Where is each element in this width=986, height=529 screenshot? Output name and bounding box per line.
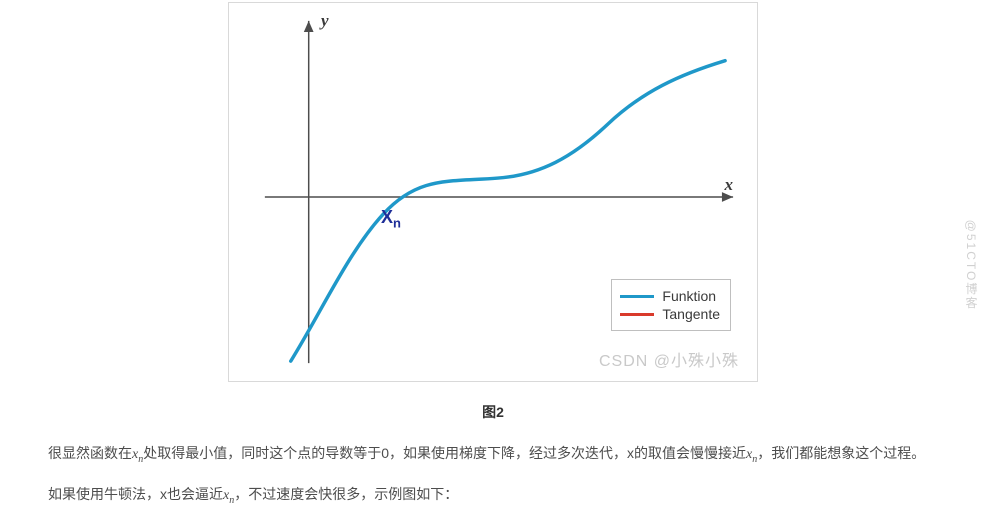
figure-caption: 图2 [20,402,966,422]
xn-marker: Xn [381,207,401,231]
legend-swatch-tangente [620,313,654,316]
figure-2: y x Xn Funktion Tangente CSDN @小殊小殊 [228,2,758,382]
y-axis-label: y [321,11,329,31]
legend-label: Tangente [662,305,720,323]
paragraph-1: 很显然函数在xn处取得最小值，同时这个点的导数等于0，如果使用梯度下降，经过多次… [20,440,966,469]
legend-label: Funktion [662,287,716,305]
legend: Funktion Tangente [611,279,731,331]
paragraph-2: 如果使用牛顿法，x也会逼近xn，不过速度会快很多，示例图如下： [20,481,966,510]
legend-item-tangente: Tangente [620,305,720,323]
legend-swatch-funktion [620,295,654,298]
legend-item-funktion: Funktion [620,287,720,305]
x-axis-label: x [725,175,734,195]
